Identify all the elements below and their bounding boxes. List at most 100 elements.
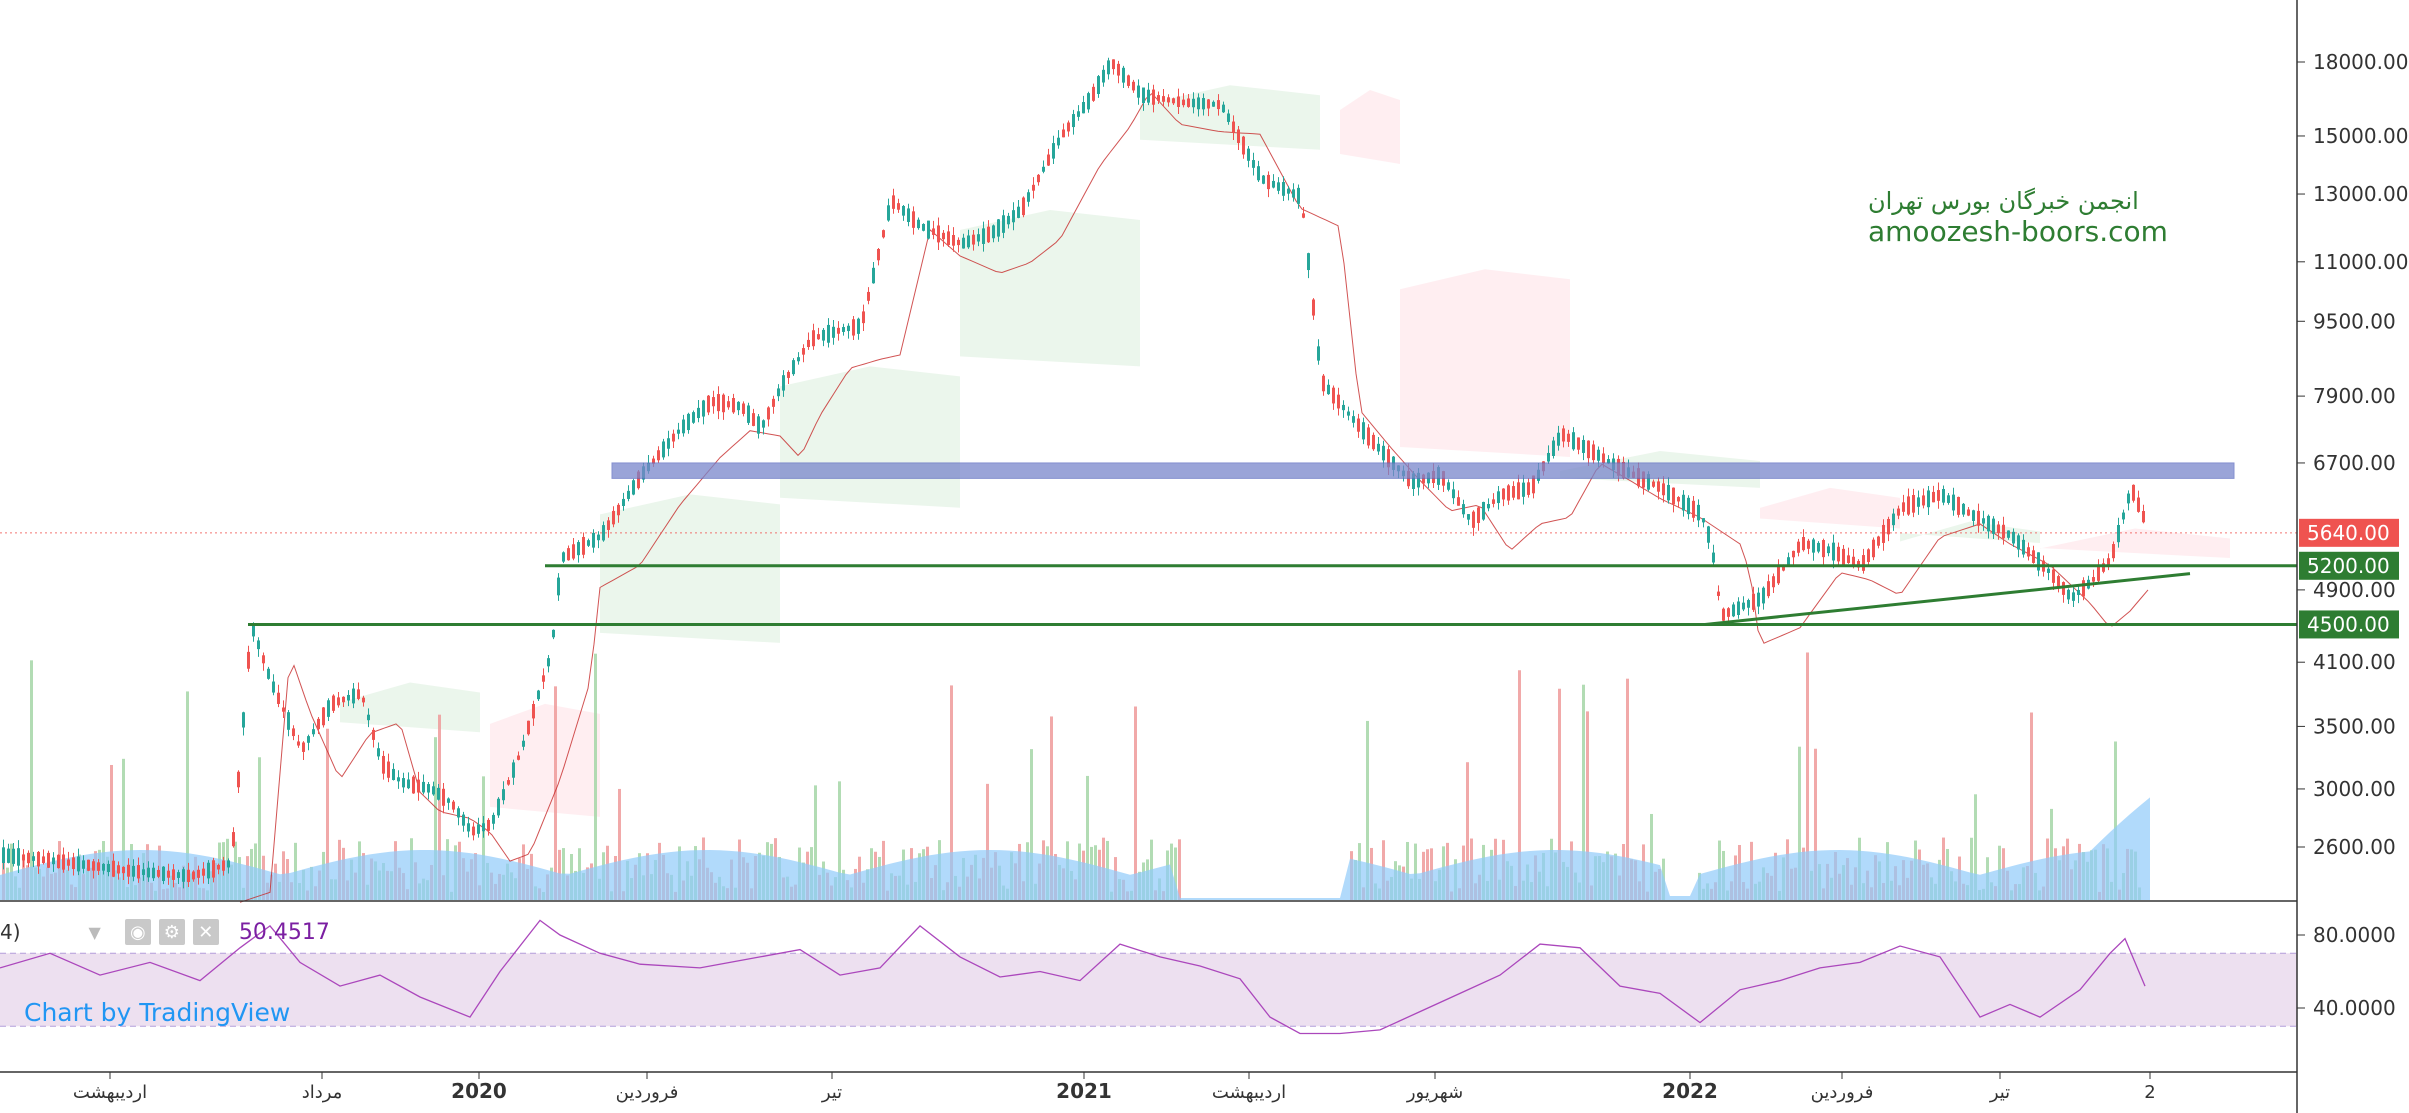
candle bbox=[392, 763, 395, 781]
candle bbox=[732, 393, 735, 414]
candle bbox=[1182, 93, 1185, 108]
close-icon[interactable]: ✕ bbox=[192, 919, 219, 945]
rsi-value: 50.4517 bbox=[238, 919, 330, 945]
candle bbox=[407, 772, 410, 790]
candle bbox=[397, 770, 400, 789]
candle bbox=[12, 843, 15, 867]
candle bbox=[1242, 135, 1245, 159]
cloud-segment bbox=[780, 366, 960, 508]
rsi-params-fragment: 4) bbox=[0, 920, 21, 944]
candle bbox=[232, 827, 235, 848]
candle bbox=[492, 812, 495, 830]
candle bbox=[952, 227, 955, 252]
candle bbox=[747, 402, 750, 425]
gear-icon[interactable]: ⚙ bbox=[158, 919, 185, 945]
candle bbox=[702, 399, 705, 425]
candle bbox=[1272, 174, 1275, 189]
candle bbox=[1047, 148, 1050, 166]
candle bbox=[727, 395, 730, 410]
candle bbox=[1377, 437, 1380, 455]
candle bbox=[237, 770, 240, 793]
time-tick-label: اردیبهشت bbox=[73, 1082, 147, 1103]
candle bbox=[612, 506, 615, 528]
volume-bar bbox=[1050, 716, 1053, 900]
candle bbox=[157, 865, 160, 879]
candle bbox=[1522, 474, 1525, 505]
candle bbox=[1997, 521, 2000, 540]
candle bbox=[1932, 485, 1935, 503]
candle bbox=[317, 716, 320, 734]
candle bbox=[2107, 553, 2110, 571]
candle bbox=[1772, 573, 1775, 594]
candle bbox=[1187, 93, 1190, 108]
candle bbox=[1172, 97, 1175, 105]
candle bbox=[827, 318, 830, 348]
candle bbox=[247, 645, 250, 672]
candle bbox=[622, 492, 625, 511]
volume-bar bbox=[110, 764, 113, 900]
candle bbox=[1252, 152, 1255, 176]
candle bbox=[1087, 91, 1090, 113]
candle bbox=[532, 700, 535, 726]
candle bbox=[1557, 425, 1560, 451]
candle bbox=[1742, 596, 1745, 612]
candle bbox=[1497, 485, 1500, 510]
volume-bar bbox=[1366, 720, 1369, 900]
candle bbox=[1712, 544, 1715, 566]
candle bbox=[1952, 487, 1955, 516]
candle bbox=[852, 316, 855, 340]
rsi-panel bbox=[0, 919, 2297, 1035]
candle bbox=[422, 774, 425, 795]
cloud-segment bbox=[2040, 528, 2230, 559]
candle bbox=[922, 223, 925, 232]
candle bbox=[1552, 436, 1555, 459]
time-tick-label: تیر bbox=[821, 1082, 842, 1103]
candle bbox=[1562, 425, 1565, 448]
rsi-tick-label: 80.0000 bbox=[2313, 923, 2396, 947]
eye-icon[interactable]: ◉ bbox=[124, 919, 151, 945]
candle bbox=[432, 781, 435, 796]
time-tick-label: اردیبهشت bbox=[1212, 1082, 1286, 1103]
candle bbox=[662, 438, 665, 460]
candle bbox=[52, 852, 55, 872]
candle bbox=[1872, 537, 1875, 561]
candle bbox=[437, 784, 440, 801]
candle bbox=[1097, 75, 1100, 98]
tradingview-credit-link[interactable]: Chart by TradingView bbox=[24, 998, 291, 1027]
candle bbox=[387, 753, 390, 783]
candle bbox=[2012, 528, 2015, 548]
candle bbox=[1197, 93, 1200, 117]
candle bbox=[627, 485, 630, 502]
candle bbox=[1817, 541, 1820, 554]
candle bbox=[267, 666, 270, 680]
candle bbox=[2057, 574, 2060, 593]
candle bbox=[417, 771, 420, 801]
candle bbox=[1077, 105, 1080, 121]
candle bbox=[577, 540, 580, 563]
candle bbox=[632, 478, 635, 496]
volume-bar bbox=[950, 685, 953, 900]
candle bbox=[1237, 125, 1240, 151]
candle bbox=[927, 220, 930, 240]
cloud-segment bbox=[960, 209, 1140, 367]
candle bbox=[1297, 184, 1300, 209]
candle bbox=[47, 850, 50, 869]
candle bbox=[1717, 585, 1720, 601]
candle bbox=[507, 777, 510, 786]
chevron-down-icon[interactable]: ▼ bbox=[88, 922, 101, 942]
candle bbox=[1062, 123, 1065, 138]
candle bbox=[1472, 510, 1475, 536]
candle bbox=[217, 863, 220, 875]
candle bbox=[1067, 120, 1070, 137]
candle bbox=[1057, 130, 1060, 149]
candle bbox=[1257, 160, 1260, 183]
candle bbox=[1672, 487, 1675, 513]
price-tag: 5640.00 bbox=[2299, 518, 2399, 547]
candle bbox=[37, 850, 40, 874]
price-tick-label: 11000.00 bbox=[2313, 250, 2408, 274]
candle bbox=[812, 323, 815, 350]
candle bbox=[1017, 199, 1020, 219]
volume-bar bbox=[186, 691, 189, 900]
